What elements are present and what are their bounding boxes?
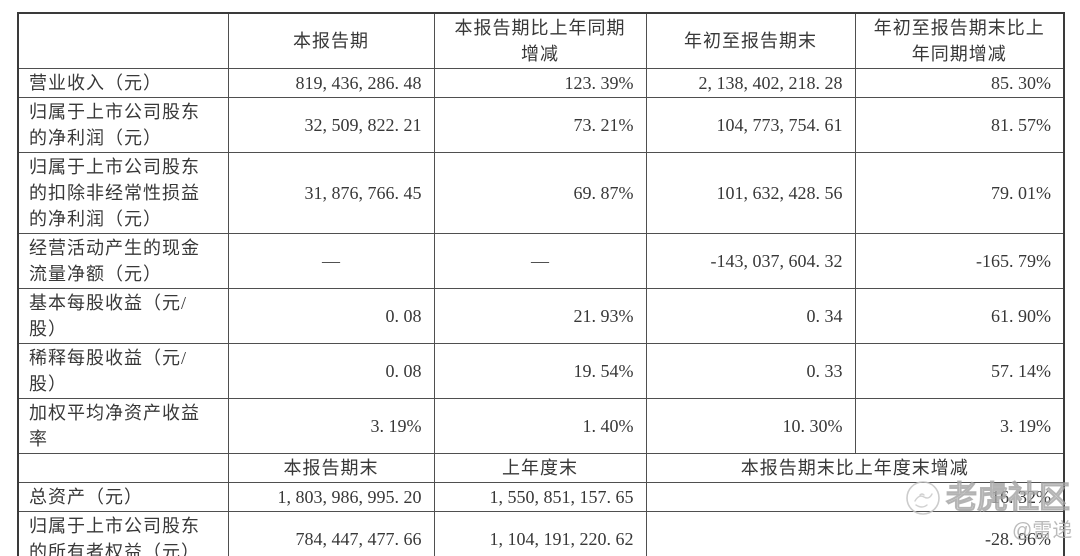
value-period-dash: — xyxy=(227,233,435,289)
row-equity-attributable: 归属于上市公司股东的所有者权益（元） 784, 447, 477. 66 1, … xyxy=(17,511,1065,556)
value-ytd-yoy: 57. 14% xyxy=(854,343,1065,399)
row-total-assets: 总资产（元） 1, 803, 986, 995. 20 1, 550, 851,… xyxy=(17,482,1065,512)
header-prior-year-end: 上年度末 xyxy=(433,453,647,483)
header-blank-cell xyxy=(17,12,229,69)
value-period-yoy: 21. 93% xyxy=(433,288,647,344)
value-ytd-yoy: 79. 01% xyxy=(854,152,1065,234)
value-period-yoy-dash: — xyxy=(433,233,647,289)
value-period-end: 784, 447, 477. 66 xyxy=(227,511,435,556)
header-ytd: 年初至报告期末 xyxy=(645,12,856,69)
value-period: 32, 509, 822. 21 xyxy=(227,97,435,153)
value-prior-year-end: 1, 550, 851, 157. 65 xyxy=(433,482,647,512)
value-change: 16. 32% xyxy=(645,482,1065,512)
value-ytd-yoy: 61. 90% xyxy=(854,288,1065,344)
value-period: 0. 08 xyxy=(227,343,435,399)
row-net-profit-excl-nonrecurring: 归属于上市公司股东的扣除非经常性损益的净利润（元） 31, 876, 766. … xyxy=(17,152,1065,234)
value-ytd: 10. 30% xyxy=(645,398,856,454)
row-label: 稀释每股收益（元/股） xyxy=(17,343,229,399)
value-period-yoy: 1. 40% xyxy=(433,398,647,454)
value-ytd: 2, 138, 402, 218. 28 xyxy=(645,68,856,98)
row-label: 归属于上市公司股东的所有者权益（元） xyxy=(17,511,229,556)
row-operating-cash-flow: 经营活动产生的现金流量净额（元） — — -143, 037, 604. 32 … xyxy=(17,233,1065,289)
value-ytd-yoy: 85. 30% xyxy=(854,68,1065,98)
value-period-yoy: 19. 54% xyxy=(433,343,647,399)
header-row-bottom: 本报告期末 上年度末 本报告期末比上年度末增减 xyxy=(17,453,1065,483)
value-ytd: 101, 632, 428. 56 xyxy=(645,152,856,234)
value-ytd: 104, 773, 754. 61 xyxy=(645,97,856,153)
row-weighted-avg-roe: 加权平均净资产收益率 3. 19% 1. 40% 10. 30% 3. 19% xyxy=(17,398,1065,454)
row-diluted-eps: 稀释每股收益（元/股） 0. 08 19. 54% 0. 33 57. 14% xyxy=(17,343,1065,399)
header-row-top: 本报告期 本报告期比上年同期增减 年初至报告期末 年初至报告期末比上年同期增减 xyxy=(17,12,1065,69)
value-change: -28. 96% xyxy=(645,511,1065,556)
value-period: 3. 19% xyxy=(227,398,435,454)
row-label: 归属于上市公司股东的扣除非经常性损益的净利润（元） xyxy=(17,152,229,234)
watermark-community-name: 老虎社区 xyxy=(946,480,1071,516)
financial-summary-table: 本报告期 本报告期比上年同期增减 年初至报告期末 年初至报告期末比上年同期增减 … xyxy=(17,12,1065,556)
value-period: 0. 08 xyxy=(227,288,435,344)
watermark-author-handle: @雷递 xyxy=(1012,520,1073,542)
value-ytd: -143, 037, 604. 32 xyxy=(645,233,856,289)
value-period-end: 1, 803, 986, 995. 20 xyxy=(227,482,435,512)
header-blank-cell xyxy=(17,453,229,483)
header-ytd-yoy: 年初至报告期末比上年同期增减 xyxy=(854,12,1065,69)
value-period-yoy: 69. 87% xyxy=(433,152,647,234)
row-label: 归属于上市公司股东的净利润（元） xyxy=(17,97,229,153)
header-period-end: 本报告期末 xyxy=(227,453,435,483)
row-label: 营业收入（元） xyxy=(17,68,229,98)
row-basic-eps: 基本每股收益（元/股） 0. 08 21. 93% 0. 34 61. 90% xyxy=(17,288,1065,344)
row-label: 总资产（元） xyxy=(17,482,229,512)
row-label: 基本每股收益（元/股） xyxy=(17,288,229,344)
value-prior-year-end: 1, 104, 191, 220. 62 xyxy=(433,511,647,556)
row-operating-revenue: 营业收入（元） 819, 436, 286. 48 123. 39% 2, 13… xyxy=(17,68,1065,98)
header-current-period-yoy: 本报告期比上年同期增减 xyxy=(433,12,647,69)
value-period: 31, 876, 766. 45 xyxy=(227,152,435,234)
value-ytd-yoy: 81. 57% xyxy=(854,97,1065,153)
value-period-yoy: 123. 39% xyxy=(433,68,647,98)
header-change-vs-prior-year-end: 本报告期末比上年度末增减 xyxy=(645,453,1065,483)
value-ytd-yoy: -165. 79% xyxy=(854,233,1065,289)
header-current-period: 本报告期 xyxy=(227,12,435,69)
value-ytd: 0. 33 xyxy=(645,343,856,399)
value-ytd: 0. 34 xyxy=(645,288,856,344)
tiger-community-logo-icon xyxy=(906,481,940,515)
row-net-profit-attributable: 归属于上市公司股东的净利润（元） 32, 509, 822. 21 73. 21… xyxy=(17,97,1065,153)
value-period: 819, 436, 286. 48 xyxy=(227,68,435,98)
row-label: 经营活动产生的现金流量净额（元） xyxy=(17,233,229,289)
value-period-yoy: 73. 21% xyxy=(433,97,647,153)
row-label: 加权平均净资产收益率 xyxy=(17,398,229,454)
value-ytd-yoy: 3. 19% xyxy=(854,398,1065,454)
